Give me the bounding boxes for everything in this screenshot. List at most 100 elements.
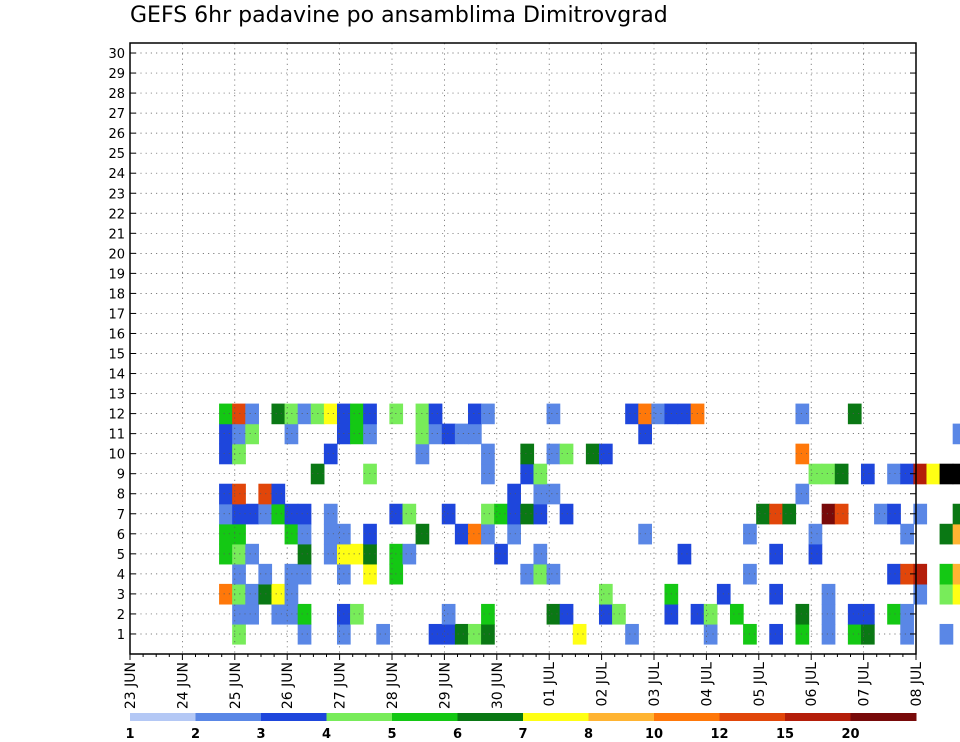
- heatmap-cell: [219, 423, 233, 445]
- heatmap-cell: [428, 403, 443, 425]
- heatmap-cell: [467, 523, 482, 545]
- heatmap-cell: [245, 423, 259, 445]
- heatmap-cell: [350, 543, 364, 565]
- x-tick-label: 28 JUN: [385, 662, 401, 709]
- y-tick-label: 6: [117, 528, 125, 543]
- heatmap-cell: [546, 563, 561, 585]
- heatmap-cell: [428, 623, 443, 645]
- heatmap-cell: [232, 623, 246, 645]
- y-tick-label: 8: [117, 488, 125, 503]
- heatmap-cell: [271, 583, 286, 605]
- legend-label: 8: [584, 727, 593, 742]
- legend-swatch: [850, 713, 917, 721]
- heatmap-cell: [350, 603, 364, 625]
- legend-swatch: [457, 713, 524, 721]
- heatmap-cell: [546, 403, 561, 425]
- y-axis: 1234567891011121314151617181920212223242…: [108, 47, 916, 643]
- heatmap-cell: [913, 503, 928, 525]
- legend-swatch: [654, 713, 720, 721]
- heatmap-cell: [651, 403, 666, 425]
- heatmap-cell: [625, 623, 639, 645]
- legend-label: 5: [387, 727, 396, 742]
- heatmap-cell: [323, 523, 338, 545]
- heatmap-cell: [533, 463, 548, 485]
- heatmap-cell: [350, 423, 364, 445]
- heatmap-cell: [834, 463, 849, 485]
- heatmap-cell: [795, 623, 810, 645]
- heatmap-cell: [481, 463, 495, 485]
- heatmap-cell: [219, 523, 233, 545]
- heatmap-cell: [297, 523, 312, 545]
- heatmap-cell: [415, 443, 430, 465]
- heatmap-cell: [913, 583, 928, 605]
- heatmap-cell: [821, 603, 836, 625]
- heatmap-cell: [533, 543, 548, 565]
- y-tick-label: 28: [108, 87, 125, 102]
- heatmap-cell: [887, 603, 901, 625]
- y-tick-label: 2: [117, 608, 125, 623]
- legend-label: 1: [125, 727, 134, 742]
- heatmap-cell: [952, 583, 960, 605]
- heatmap-cell: [232, 423, 246, 445]
- legend-label: 6: [453, 727, 462, 742]
- heatmap-cell: [494, 543, 508, 565]
- heatmap-cell: [467, 623, 482, 645]
- x-tick-label: 04 JUL: [699, 662, 715, 707]
- legend-label: 2: [191, 727, 200, 742]
- heatmap-cell: [323, 543, 338, 565]
- heatmap-cell: [900, 603, 914, 625]
- heatmap-cell: [219, 543, 233, 565]
- heatmap-cell: [520, 503, 535, 525]
- y-tick-label: 20: [108, 247, 125, 262]
- heatmap-cell: [245, 543, 259, 565]
- cells-layer: [219, 403, 960, 645]
- heatmap-cell: [769, 543, 783, 565]
- legend-label: 3: [256, 727, 265, 742]
- y-tick-label: 5: [117, 548, 125, 563]
- y-tick-label: 25: [108, 147, 125, 162]
- heatmap-cell: [271, 603, 286, 625]
- x-tick-label: 08 JUL: [909, 662, 925, 707]
- heatmap-cell: [939, 463, 954, 485]
- heatmap-cell: [232, 483, 246, 505]
- x-tick-label: 24 JUN: [175, 662, 191, 709]
- heatmap-cell: [245, 603, 259, 625]
- y-tick-label: 17: [108, 307, 125, 322]
- heatmap-cell: [481, 603, 495, 625]
- legend-label: 15: [776, 727, 794, 742]
- heatmap-cell: [271, 483, 286, 505]
- x-tick-label: 02 JUL: [595, 662, 611, 707]
- heatmap-cell: [428, 423, 443, 445]
- heatmap-cell: [546, 603, 561, 625]
- x-tick-label: 27 JUN: [333, 662, 349, 709]
- y-tick-label: 24: [108, 167, 125, 182]
- heatmap-cell: [546, 483, 561, 505]
- heatmap-cell: [402, 543, 417, 565]
- heatmap-cell: [219, 443, 233, 465]
- heatmap-cell: [232, 403, 246, 425]
- y-tick-label: 29: [108, 67, 125, 82]
- heatmap-cell: [559, 443, 574, 465]
- y-tick-label: 3: [117, 588, 125, 603]
- heatmap-cell: [808, 463, 823, 485]
- heatmap-cell: [507, 523, 521, 545]
- heatmap-cell: [297, 563, 312, 585]
- x-tick-label: 25 JUN: [228, 662, 244, 709]
- heatmap-cell: [677, 543, 692, 565]
- heatmap-cell: [559, 603, 574, 625]
- heatmap-cell: [297, 603, 312, 625]
- heatmap-cell: [441, 623, 456, 645]
- heatmap-cell: [795, 443, 810, 465]
- heatmap-cell: [939, 623, 954, 645]
- legend-swatch: [785, 713, 851, 721]
- y-tick-label: 4: [117, 568, 125, 583]
- heatmap-cell: [232, 503, 246, 525]
- y-tick-label: 9: [117, 468, 125, 483]
- heatmap-cell: [847, 623, 862, 645]
- heatmap-cell: [271, 503, 286, 525]
- heatmap-cell: [900, 463, 914, 485]
- heatmap-cell: [494, 503, 508, 525]
- heatmap-cell: [795, 403, 810, 425]
- y-tick-label: 10: [108, 448, 125, 463]
